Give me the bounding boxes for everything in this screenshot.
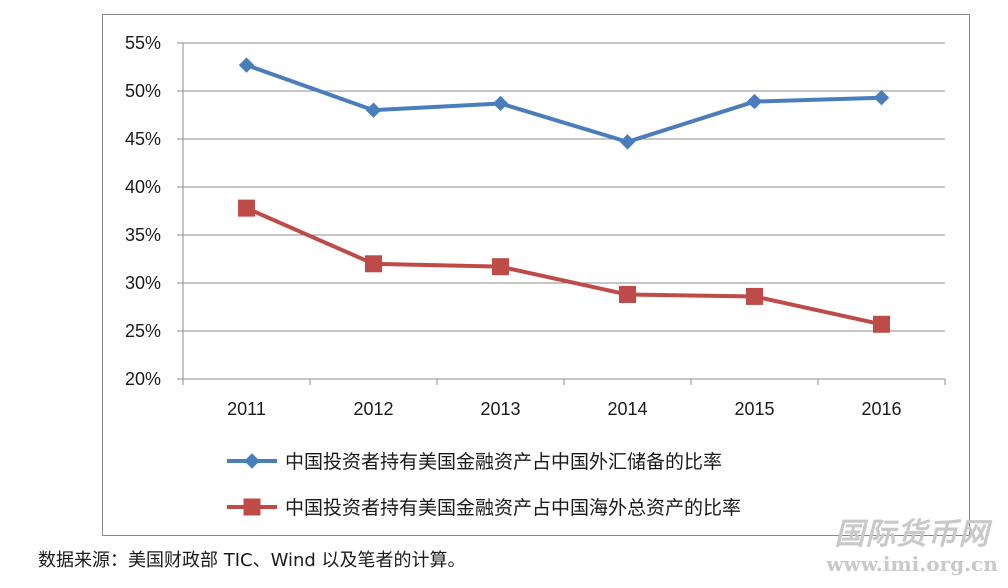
watermark-url: www.imi.org.cn [826,552,998,576]
x-tick-label-2011: 2011 [227,399,266,419]
line-chart: 20%25%30%35%40%45%50%55% 2011 2012 2013 201… [125,33,946,519]
series-1-point-2013 [492,95,509,112]
source-note: 数据来源：美国财政部 TIC、Wind 以及笔者的计算。 [38,550,466,571]
series-1-line [245,63,882,144]
legend: 中国投资者持有美国金融资产占中国外汇储备的比率中国投资者持有美国金融资产占中国海… [227,451,741,519]
series-lines [238,57,890,333]
watermark: 国际货币网 www.imi.org.cn [824,517,1000,577]
y-tick-label-30: 30% [125,273,161,293]
x-tick-label-2014: 2014 [607,399,647,419]
y-tick-label-25: 25% [125,321,161,341]
series-2-point-2014 [619,286,636,304]
series-1-point-2015 [746,93,763,110]
y-tick-label-40: 40% [125,177,161,197]
series-2-point-2011 [238,199,255,217]
y-tick-label-50: 50% [125,81,161,101]
x-tick-label-2012: 2012 [353,399,393,419]
series-2-line [245,206,882,327]
y-tick-label-20: 20% [125,369,161,389]
x-tick-labels: 2011 2012 2013 2014 2015 2016 [227,399,901,419]
y-tick-labels: 20% 25% 30% 35% 40% 45% 50% 55% [125,33,161,389]
y-tick-label-55: 55% [125,33,161,53]
legend-item-1: 中国投资者持有美国金融资产占中国外汇储备的比率 [227,451,722,473]
x-tick-label-2015: 2015 [734,399,774,419]
y-tick-label-45: 45% [125,129,161,149]
series-2-point-2015 [746,287,763,305]
series-2 [238,199,890,333]
y-tick-label-35: 35% [125,225,161,245]
series-1-point-2016 [873,90,890,106]
series-1-point-2012 [365,102,382,118]
legend-marker-2 [243,498,261,516]
x-tick-label-2013: 2013 [480,399,520,419]
watermark-title: 国际货币网 [834,517,990,552]
series-2-point-2013 [492,258,509,276]
chart-frame: 20% 25% 30% 35% 40% 45% 50% 55% 2011 2012 2013 201… [102,14,970,536]
legend-item-2: 中国投资者持有美国金融资产占中国海外总资产的比率 [227,497,741,519]
grid-lines [183,42,945,332]
x-tick-label-2016: 2016 [861,399,901,419]
series-1-point-2011 [238,57,255,73]
axes [177,42,946,385]
series-2-point-2012 [365,255,382,273]
series-1-point-2014 [619,134,636,150]
legend-label-2: 中国投资者持有美国金融资产占中国海外总资产的比率 [285,497,741,519]
series-1 [238,57,890,150]
legend-label-1: 中国投资者持有美国金融资产占中国外汇储备的比率 [285,451,722,473]
legend-marker-1 [244,453,260,469]
series-2-point-2016 [873,315,890,333]
